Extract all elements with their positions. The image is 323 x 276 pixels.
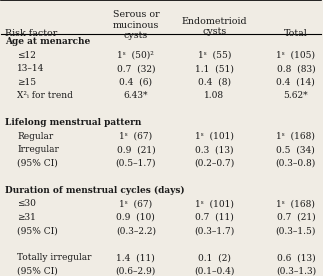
Text: 1ˢ  (50)²: 1ˢ (50)² [117,51,154,60]
Text: 0.7  (11): 0.7 (11) [195,213,234,222]
Text: ≥31: ≥31 [17,213,36,222]
Text: 0.7  (21): 0.7 (21) [276,213,315,222]
Text: (0.2–0.7): (0.2–0.7) [194,159,234,168]
Text: Irregular: Irregular [17,145,59,154]
Text: (0.3–1.5): (0.3–1.5) [276,226,316,235]
Text: 5.62*: 5.62* [284,91,308,100]
Text: 0.6  (13): 0.6 (13) [276,253,315,262]
Text: 0.4  (6): 0.4 (6) [119,78,152,87]
Text: (0.3–1.7): (0.3–1.7) [194,226,234,235]
Text: 1ˢ  (168): 1ˢ (168) [276,132,315,141]
Text: Endometrioid
cysts: Endometrioid cysts [182,17,247,36]
Text: 1ˢ  (168): 1ˢ (168) [276,199,315,208]
Text: 13–14: 13–14 [17,64,45,73]
Text: Regular: Regular [17,132,54,141]
Text: 0.5  (34): 0.5 (34) [276,145,315,154]
Text: 0.1  (2): 0.1 (2) [198,253,231,262]
Text: Age at menarche: Age at menarche [5,37,90,46]
Text: (0.3–2.2): (0.3–2.2) [116,226,156,235]
Text: 1ˢ  (105): 1ˢ (105) [276,51,315,60]
Text: (0.6–2.9): (0.6–2.9) [116,267,156,276]
Text: (0.3–0.8): (0.3–0.8) [276,159,316,168]
Text: 0.4  (8): 0.4 (8) [198,78,231,87]
Text: X²ᵢ for trend: X²ᵢ for trend [17,91,73,100]
Text: 6.43*: 6.43* [124,91,148,100]
Text: 1ˢ  (67): 1ˢ (67) [119,132,152,141]
Text: 1.08: 1.08 [204,91,224,100]
Text: 1.1  (51): 1.1 (51) [195,64,234,73]
Text: Risk factor: Risk factor [5,29,57,38]
Text: 0.3  (13): 0.3 (13) [195,145,234,154]
Text: (0.1–0.4): (0.1–0.4) [194,267,234,276]
Text: 0.7  (32): 0.7 (32) [117,64,155,73]
Text: 1ˢ  (101): 1ˢ (101) [195,199,234,208]
Text: Serous or
mucinous
cysts: Serous or mucinous cysts [112,10,159,40]
Text: 0.9  (10): 0.9 (10) [116,213,155,222]
Text: 0.8  (83): 0.8 (83) [276,64,315,73]
Text: 1ˢ  (55): 1ˢ (55) [198,51,231,60]
Text: ≤30: ≤30 [17,199,36,208]
Text: (95% CI): (95% CI) [17,267,58,276]
Text: (0.5–1.7): (0.5–1.7) [116,159,156,168]
Text: Totally irregular: Totally irregular [17,253,92,262]
Text: Total: Total [284,29,308,38]
Text: (0.3–1.3): (0.3–1.3) [276,267,316,276]
Text: (95% CI): (95% CI) [17,226,58,235]
Text: 0.4  (14): 0.4 (14) [276,78,315,87]
Text: 1.4  (11): 1.4 (11) [116,253,155,262]
Text: (95% CI): (95% CI) [17,159,58,168]
Text: 1ˢ  (67): 1ˢ (67) [119,199,152,208]
Text: ≥15: ≥15 [17,78,36,87]
Text: ≤12: ≤12 [17,51,36,60]
Text: 0.9  (21): 0.9 (21) [117,145,155,154]
Text: Lifelong menstrual pattern: Lifelong menstrual pattern [5,118,141,127]
Text: 1ˢ  (101): 1ˢ (101) [195,132,234,141]
Text: Duration of menstrual cycles (days): Duration of menstrual cycles (days) [5,186,184,195]
